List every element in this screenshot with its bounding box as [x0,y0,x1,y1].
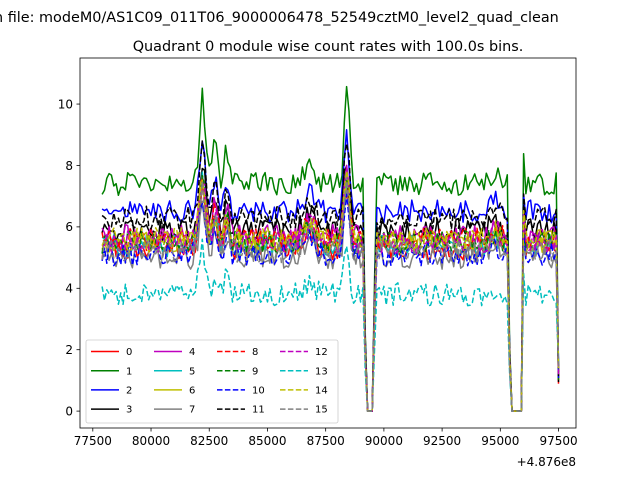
legend-label-1: 1 [126,366,132,377]
legend-label-10: 10 [252,386,265,397]
series-line-2 [101,129,560,412]
series-line-13 [101,238,560,412]
legend-label-13: 13 [315,366,328,377]
series-line-11 [101,140,560,412]
legend-frame [85,339,339,424]
x-tick-label: 77500 [74,434,112,448]
x-tick-label: 95000 [481,434,519,448]
series-line-12 [101,166,560,412]
y-tick-label: 8 [65,159,73,173]
legend-label-15: 15 [315,405,328,416]
legend-label-5: 5 [189,366,195,377]
x-tick-label: 82500 [190,434,228,448]
x-tick-label: 85000 [248,434,286,448]
legend-label-6: 6 [189,386,195,397]
x-tick-label: 80000 [132,434,170,448]
series-line-15 [101,176,560,412]
legend-label-2: 2 [126,386,132,397]
chart-title: Quadrant 0 module wise count rates with … [133,39,524,55]
legend-label-12: 12 [315,347,328,358]
x-tick-label: 90000 [365,434,403,448]
legend-label-3: 3 [126,405,132,416]
series-line-10 [101,193,560,412]
y-tick-label: 2 [65,343,73,357]
y-tick-label: 6 [65,220,73,234]
figure-suptitle: n file: modeM0/AS1C09_011T06_9000006478_… [0,10,559,26]
series-line-9 [101,174,560,412]
legend-label-11: 11 [252,405,265,416]
y-tick-label: 10 [58,97,73,111]
series-line-1 [101,85,560,412]
legend-label-14: 14 [315,386,328,397]
legend-label-7: 7 [189,405,195,416]
x-tick-label: 92500 [423,434,461,448]
series-line-14 [101,170,560,412]
series-lines [101,85,560,412]
x-tick-label: 87500 [307,434,345,448]
plot-frame [79,57,577,429]
x-tick-label: 97500 [539,434,577,448]
legend-label-0: 0 [126,347,132,358]
legend-label-8: 8 [252,347,258,358]
y-tick-label: 4 [65,282,73,296]
x-axis: 77500 80000 82500 85000 87500 90000 92500 95000… [74,428,578,448]
y-axis: 0 2 4 6 8 10 [58,97,80,418]
series-line-7 [101,188,560,412]
legend-label-9: 9 [252,366,258,377]
x-axis-offset-label: +4.876e8 [517,455,576,469]
y-tick-label: 0 [65,404,73,418]
legend-label-4: 4 [189,347,195,358]
